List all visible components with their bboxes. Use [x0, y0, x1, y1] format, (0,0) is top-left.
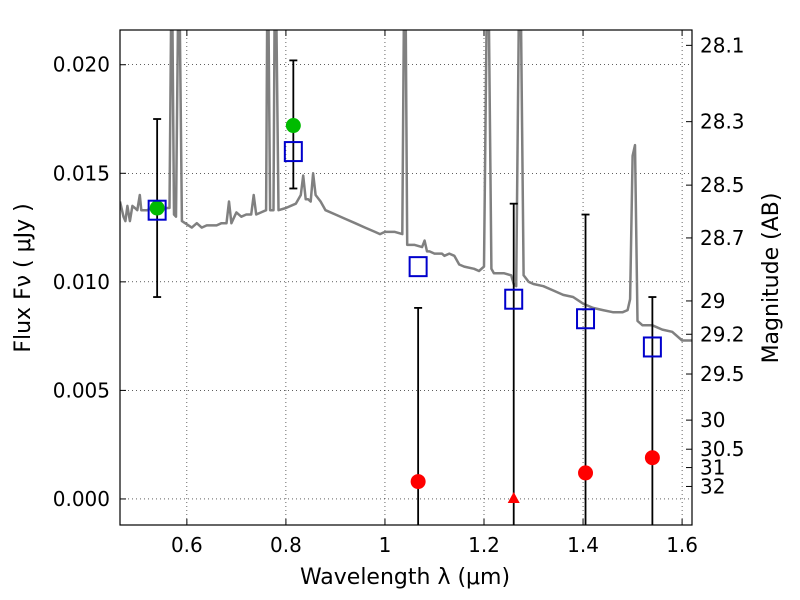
data-point-circle: [644, 450, 660, 466]
model-spectrum-line: [120, 30, 692, 342]
x-tick-label: 1.6: [666, 533, 698, 557]
mag-tick-label: 28.5: [700, 173, 745, 197]
y-tick-label: 0.005: [53, 378, 110, 402]
mag-tick-label: 31: [700, 456, 725, 480]
x-tick-label: 0.8: [270, 533, 302, 557]
axis-layer: 0.6 0.8 1 1.2 1.4 1.6 0.000 0.005 0.010 0.015 0.02…: [53, 30, 745, 557]
y-tick-label: 0.010: [53, 270, 110, 294]
x-tick-label: 1.4: [567, 533, 599, 557]
mag-tick-label: 30: [700, 408, 725, 432]
mag-tick-label: 32: [700, 474, 725, 498]
plot-frame: [119, 29, 693, 526]
model-flux-square: [576, 308, 596, 330]
model-flux-square: [283, 141, 303, 163]
mag-tick-label: 28.1: [700, 33, 745, 57]
model-flux-square: [408, 256, 428, 278]
x-tick-label: 0.6: [171, 533, 203, 557]
mag-tick-label: 29: [700, 289, 725, 313]
model-flux-square: [642, 336, 662, 358]
data-point-circle: [285, 118, 301, 134]
mag-tick-label: 29.5: [700, 362, 745, 386]
mag-tick-label: 29.2: [700, 322, 745, 346]
x-tick-label: 1: [379, 533, 392, 557]
mag-tick-label: 28.3: [700, 110, 745, 134]
y-axis-label: Flux Fν ( μJy ): [11, 203, 36, 352]
y-tick-label: 0.015: [53, 161, 110, 185]
mag-tick-label: 28.7: [700, 226, 745, 250]
y-tick-label: 0.020: [53, 53, 110, 77]
y-tick-label: 0.000: [53, 487, 110, 511]
x-tick-label: 1.2: [468, 533, 500, 557]
model-flux-square: [504, 288, 524, 310]
spectrum-layer: [120, 30, 692, 342]
grid-layer: [120, 30, 692, 525]
data-point-circle: [578, 465, 594, 481]
marker-layer: [147, 59, 662, 525]
data-point-circle: [149, 200, 165, 216]
x-axis-label: Wavelength λ (μm): [300, 565, 510, 590]
data-point-triangle: [507, 491, 520, 503]
y2-axis-label: Magnitude (AB): [759, 193, 784, 364]
mag-tick-label: 30.5: [700, 437, 745, 461]
data-point-circle: [410, 474, 426, 490]
model-flux-square: [147, 199, 167, 221]
